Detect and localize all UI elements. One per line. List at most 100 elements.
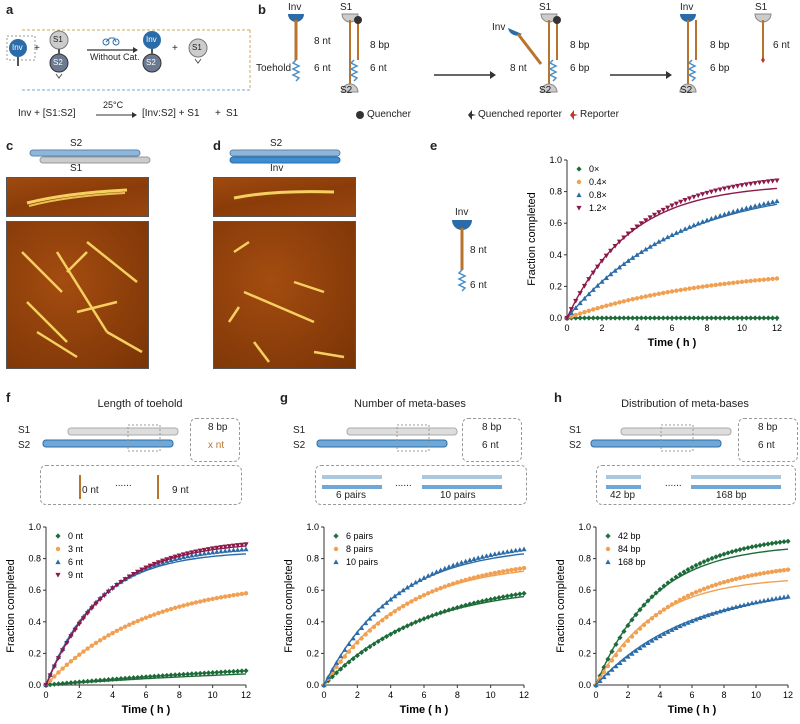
data-point (634, 252, 640, 257)
data-point (597, 678, 603, 684)
x-tick-label: 6 (689, 690, 694, 700)
data-point (509, 567, 514, 573)
data-point (761, 598, 767, 603)
data-point (51, 681, 57, 687)
data-point (218, 548, 224, 554)
data-point (726, 210, 732, 215)
data-point (673, 625, 679, 630)
data-point (442, 565, 448, 571)
data-point (355, 640, 360, 645)
data-point (765, 597, 771, 602)
data-point (147, 563, 153, 569)
data-point (51, 664, 57, 670)
data-point (743, 315, 749, 321)
y-tick-label: 0.2 (306, 648, 319, 658)
data-point (577, 300, 583, 306)
data-point (243, 542, 249, 547)
data-point (616, 315, 623, 321)
data-point (634, 224, 640, 230)
y-tick-label: 1.0 (306, 522, 319, 532)
data-point (721, 579, 727, 585)
data-point (568, 307, 574, 312)
data-point (492, 551, 498, 557)
data-point (235, 543, 241, 548)
b-bp8-2: 8 bp (570, 40, 590, 51)
data-point (214, 545, 220, 551)
data-point (76, 679, 82, 685)
data-point (657, 610, 663, 615)
data-point (669, 203, 675, 209)
data-point (197, 548, 203, 554)
data-point (757, 542, 763, 548)
data-point (521, 590, 527, 596)
legend-label: 0.4× (589, 177, 607, 187)
panel-label-e: e (430, 138, 438, 153)
data-point (748, 204, 754, 210)
data-point (656, 210, 662, 215)
data-point (131, 620, 136, 626)
data-point (126, 574, 132, 580)
y-axis-label: Fraction completed (555, 559, 567, 653)
data-point (189, 601, 195, 606)
data-point (685, 593, 691, 599)
data-point (603, 253, 609, 259)
legend-label: 3 nt (68, 544, 84, 554)
panel-e-schematic (452, 220, 472, 292)
panel-d-schematic (229, 149, 341, 164)
a-equation-plus: + (215, 108, 221, 119)
data-point (770, 178, 776, 184)
f-variants-box (40, 465, 242, 505)
data-point (625, 231, 631, 237)
f-9nt: 9 nt (172, 485, 189, 496)
y-tick-label: 0.4 (549, 250, 562, 260)
data-point (586, 277, 592, 282)
data-point (135, 618, 140, 624)
data-point (647, 244, 653, 249)
data-point (573, 312, 578, 318)
data-point (744, 279, 749, 284)
legend-label: 42 bp (618, 531, 641, 541)
data-point (185, 551, 191, 556)
data-point (582, 309, 587, 315)
x-axis-label: Time ( h ) (648, 337, 697, 349)
h-zoom-box (738, 418, 798, 462)
c-afm-zoom (6, 177, 149, 217)
data-point (72, 655, 78, 661)
x-tick-label: 12 (783, 690, 793, 700)
data-point (605, 670, 611, 676)
data-point (446, 582, 452, 588)
b-nt8-1: 8 nt (314, 36, 331, 47)
data-point (396, 590, 402, 596)
panel-label-c: c (6, 138, 14, 153)
data-point (325, 674, 331, 680)
data-point (653, 613, 659, 618)
data-point (89, 643, 95, 648)
data-point (700, 315, 706, 321)
data-point (193, 600, 199, 605)
data-point (202, 598, 207, 603)
data-point (93, 678, 99, 684)
data-point (463, 558, 469, 564)
a-s2-label-2: S2 (146, 58, 156, 67)
data-point (717, 608, 723, 614)
data-point (748, 278, 753, 284)
data-point (773, 595, 779, 601)
data-point (685, 620, 691, 625)
x-tick-label: 10 (486, 690, 496, 700)
data-point (691, 194, 697, 200)
data-point (421, 575, 427, 580)
data-point (480, 573, 485, 578)
data-point (193, 552, 199, 557)
data-point (114, 676, 120, 682)
data-point (726, 315, 732, 321)
data-point (739, 206, 745, 212)
x-tick-label: 4 (657, 690, 662, 700)
a-inv-label: Inv (12, 43, 23, 52)
data-point (678, 315, 684, 321)
y-axis-label: Fraction completed (5, 559, 17, 653)
data-point (704, 315, 710, 321)
data-point (168, 606, 174, 612)
data-point (617, 635, 623, 641)
data-point (239, 668, 245, 674)
data-point (621, 628, 627, 634)
